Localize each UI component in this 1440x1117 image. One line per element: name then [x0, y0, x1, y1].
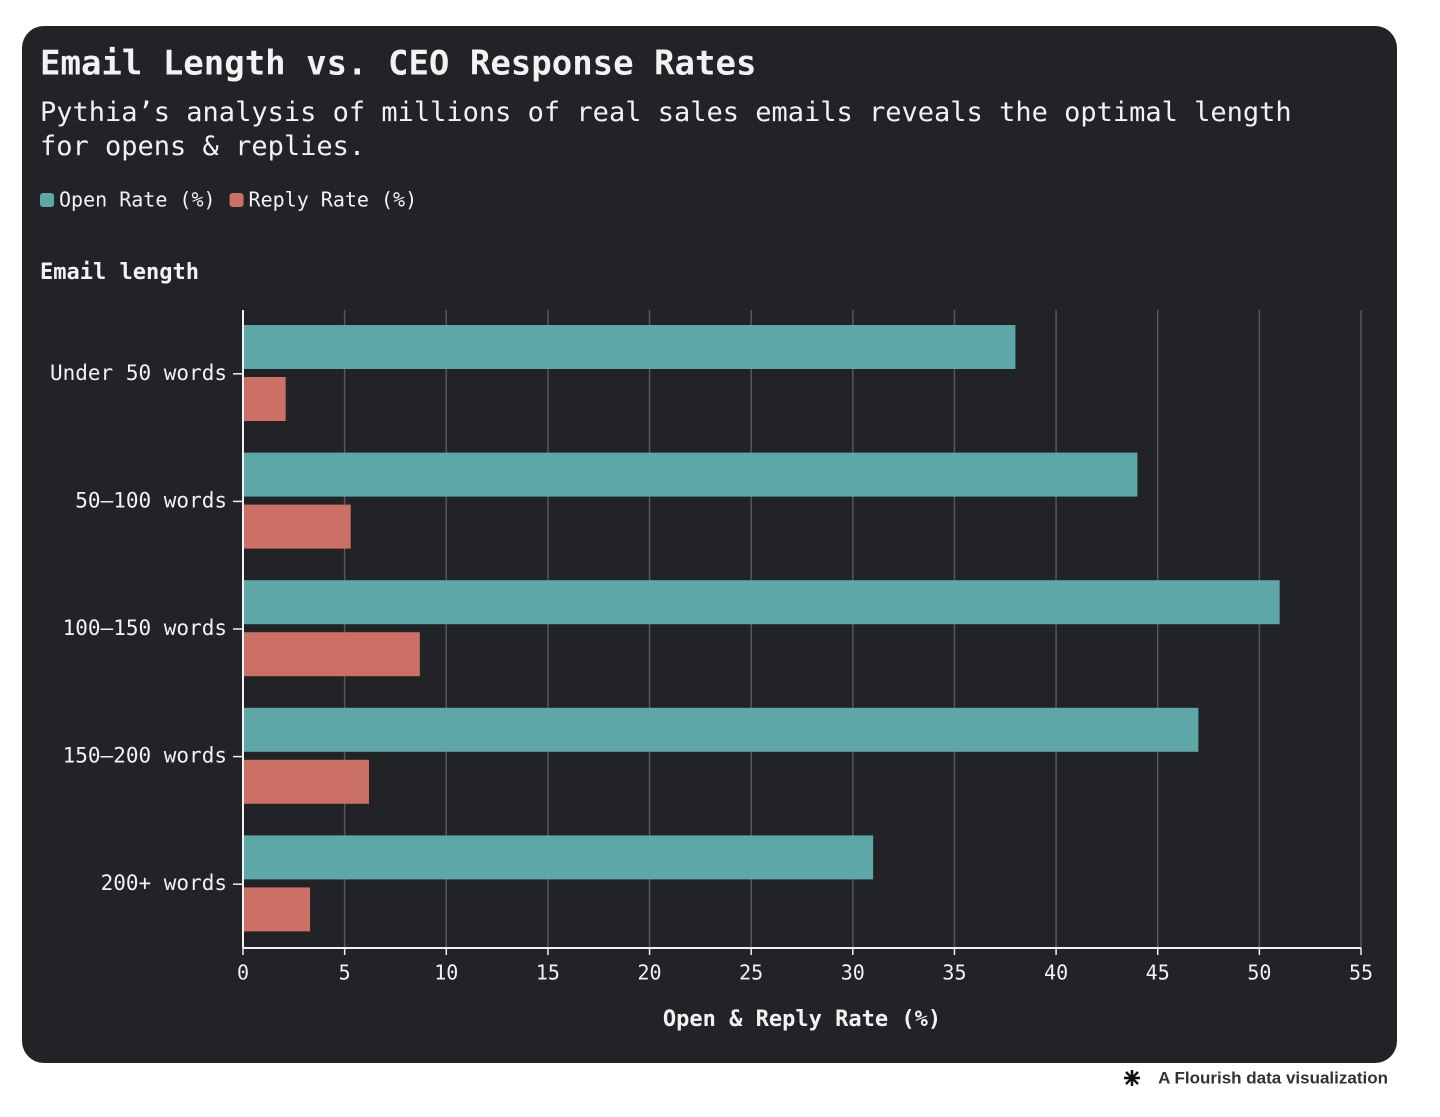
bar — [243, 377, 286, 421]
y-tick-label: 200+ words — [101, 871, 227, 895]
y-tick-label: 100–150 words — [63, 616, 227, 640]
chart-subtitle: Pythia’s analysis of millions of real sa… — [40, 97, 1292, 162]
x-tick-label: 15 — [536, 961, 560, 985]
x-tick-label: 45 — [1146, 961, 1170, 985]
y-tick-label: 50–100 words — [75, 488, 227, 512]
bar — [243, 835, 874, 880]
bar — [243, 759, 370, 804]
x-tick-label: 20 — [637, 961, 661, 985]
x-tick-label: 55 — [1349, 961, 1373, 985]
bar — [243, 887, 311, 932]
bar — [243, 632, 420, 677]
legend-label: Open Rate (%) — [59, 188, 216, 212]
x-tick-label: 10 — [434, 961, 458, 985]
x-tick-label: 5 — [339, 961, 351, 985]
legend-swatch — [40, 193, 54, 207]
legend-swatch — [229, 193, 244, 207]
bar — [243, 580, 1280, 625]
legend-label: Reply Rate (%) — [249, 188, 418, 212]
x-tick-label: 35 — [942, 961, 966, 985]
bar — [243, 504, 351, 549]
flourish-icon — [1124, 1070, 1140, 1086]
x-tick-label: 40 — [1044, 961, 1068, 985]
x-axis-title: Open & Reply Rate (%) — [663, 1007, 941, 1032]
y-axis-title: Email length — [40, 260, 199, 285]
bar — [243, 452, 1138, 497]
x-tick-label: 25 — [739, 961, 763, 985]
bar — [243, 325, 1016, 369]
subtitle-box: Pythia’s analysis of millions of real sa… — [40, 97, 1292, 162]
y-tick-label: Under 50 words — [50, 361, 227, 385]
card — [22, 26, 1397, 1063]
chart-title: Email Length vs. CEO Response Rates — [40, 44, 756, 84]
bar — [243, 707, 1199, 752]
y-tick-label: 150–200 words — [63, 744, 227, 768]
x-tick-label: 50 — [1247, 961, 1271, 985]
footer: A Flourish data visualization — [1158, 1068, 1388, 1087]
x-tick-label: 30 — [841, 961, 865, 985]
x-tick-label: 0 — [237, 961, 249, 985]
